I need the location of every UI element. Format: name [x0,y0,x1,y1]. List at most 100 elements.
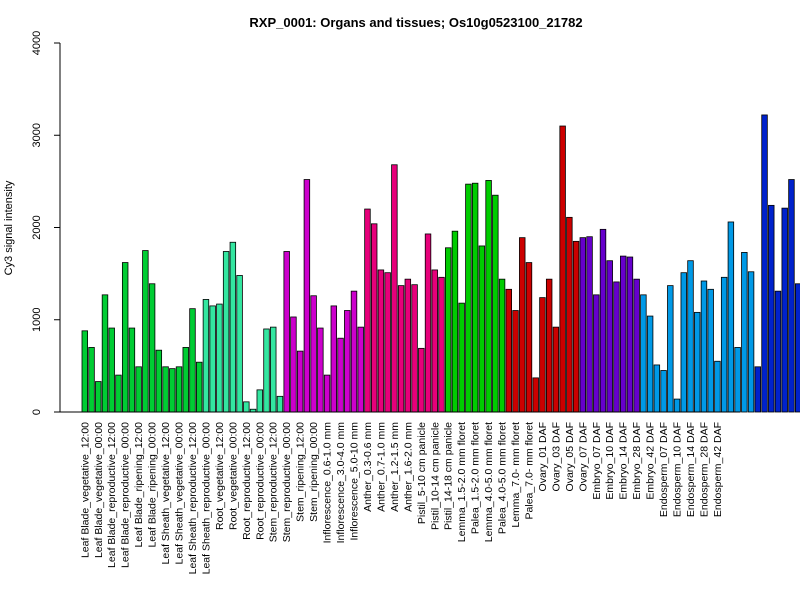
bar [101,294,109,413]
bar [646,315,654,413]
bar [599,228,607,413]
bar [236,275,243,413]
bar [593,294,600,413]
bar [714,360,721,413]
bar [303,179,311,413]
bar [747,271,755,413]
bar [768,204,775,413]
bar [471,182,479,413]
y-tick-label: 0 [31,409,43,415]
bar [337,337,344,413]
bar [162,366,169,413]
bar [296,350,304,413]
bar [694,311,701,413]
x-category-label: Palea_1.5-2.0 mm floret [470,422,482,534]
x-category-label: Palea_4.0-5.0 mm floret [497,422,509,534]
bar [182,347,189,413]
bar [222,251,230,413]
bar [88,347,95,413]
x-category-label: Embryo_14 DAF [618,422,630,500]
x-category-label: Endosperm_42 DAF [712,422,724,517]
bar [606,260,613,413]
x-category-label: Endosperm_10 DAF [672,422,684,517]
x-category-label: Leaf Sheath_vegetative_12:00 [160,422,172,565]
bar [229,241,237,413]
bar [411,284,418,413]
bar [707,288,714,413]
bar [310,295,317,413]
bar [653,364,661,413]
x-category-label: Leaf Blade_vegetative_00:00 [93,422,105,558]
x-category-label: Root_vegetative_00:00 [227,422,239,530]
bar [727,221,735,413]
x-category-label: Leaf Blade_reproductive_00:00 [120,422,132,568]
x-category-label: Pistil_5-10 cm panicle [416,422,428,524]
bar [788,179,795,413]
x-category-label: Leaf Blade_reproductive_12:00 [106,422,118,568]
x-category-label: Ovary_03 DAF [550,422,562,491]
bar [397,285,405,413]
bar [209,305,216,413]
bar [626,256,634,413]
bar [196,361,203,413]
x-category-label: Lemma_7.0- mm floret [510,422,522,528]
bar [189,308,196,413]
chart-title: RXP_0001: Organs and tissues; Os10g05231… [249,15,582,30]
x-category-label: Pistil_14-18 cm panicle [443,422,455,530]
bar [445,247,452,413]
bar [640,294,647,413]
x-category-label: Ovary_07 DAF [577,422,589,491]
bar [243,401,250,413]
bar [418,347,425,413]
x-category-label: Inflorescence_0.6-1.0 mm [322,422,334,544]
x-category-label: Endosperm_14 DAF [685,422,697,517]
bar [115,374,122,413]
x-category-label: Anther_0.7-1.0 mm [375,422,387,512]
bar [579,237,587,413]
bar [512,310,519,413]
bar [431,269,438,413]
bar [155,349,163,413]
bar [404,278,412,413]
bar [148,283,156,413]
x-category-label: Stem_reproductive_12:00 [268,422,280,542]
bar [135,366,142,413]
x-category-label: Endosperm_07 DAF [658,422,670,517]
bar [492,194,499,413]
bar [633,278,640,413]
x-category-label: Palea_7.0- mm floret [523,422,535,520]
bar [438,276,445,413]
x-category-label: Embryo_42 DAF [645,422,657,500]
x-category-label: Inflorescence_5.0-10 mm [349,422,361,541]
bar [774,290,782,413]
bar [545,278,553,413]
bar [552,326,560,413]
bar [344,310,351,413]
x-category-label: Leaf Blade_ripening_00:00 [147,422,159,548]
x-category-label: Anther_1.6-2.0 mm [402,422,414,512]
bar [357,326,364,413]
bar [128,327,136,413]
x-category-label: Leaf Sheath_reproductive_12:00 [187,422,199,575]
x-category-label: Root_vegetative_12:00 [214,422,226,530]
bar [364,208,371,413]
bar [572,240,580,413]
bar [108,327,115,413]
x-category-label: Root_reproductive_00:00 [254,422,266,540]
bar [169,368,176,413]
x-category-label: Leaf Sheath_vegetative_00:00 [174,422,186,565]
x-category-label: Leaf Blade_vegetative_12:00 [79,422,91,558]
bar [680,272,687,413]
bar [458,302,465,413]
x-category-label: Embryo_28 DAF [631,422,643,500]
x-category-label: Stem_ripening_00:00 [308,422,320,522]
x-category-label: Leaf Sheath_reproductive_00:00 [200,422,212,575]
x-category-label: Ovary_05 DAF [564,422,576,491]
bar [202,299,210,413]
bar [539,297,546,413]
bar [559,125,566,413]
x-category-label: Lemma_1.5-2.0 mm floret [456,422,468,542]
bar [667,285,674,413]
bar [525,262,533,413]
y-axis: 0 1000 2000 3000 4000 [31,31,61,415]
